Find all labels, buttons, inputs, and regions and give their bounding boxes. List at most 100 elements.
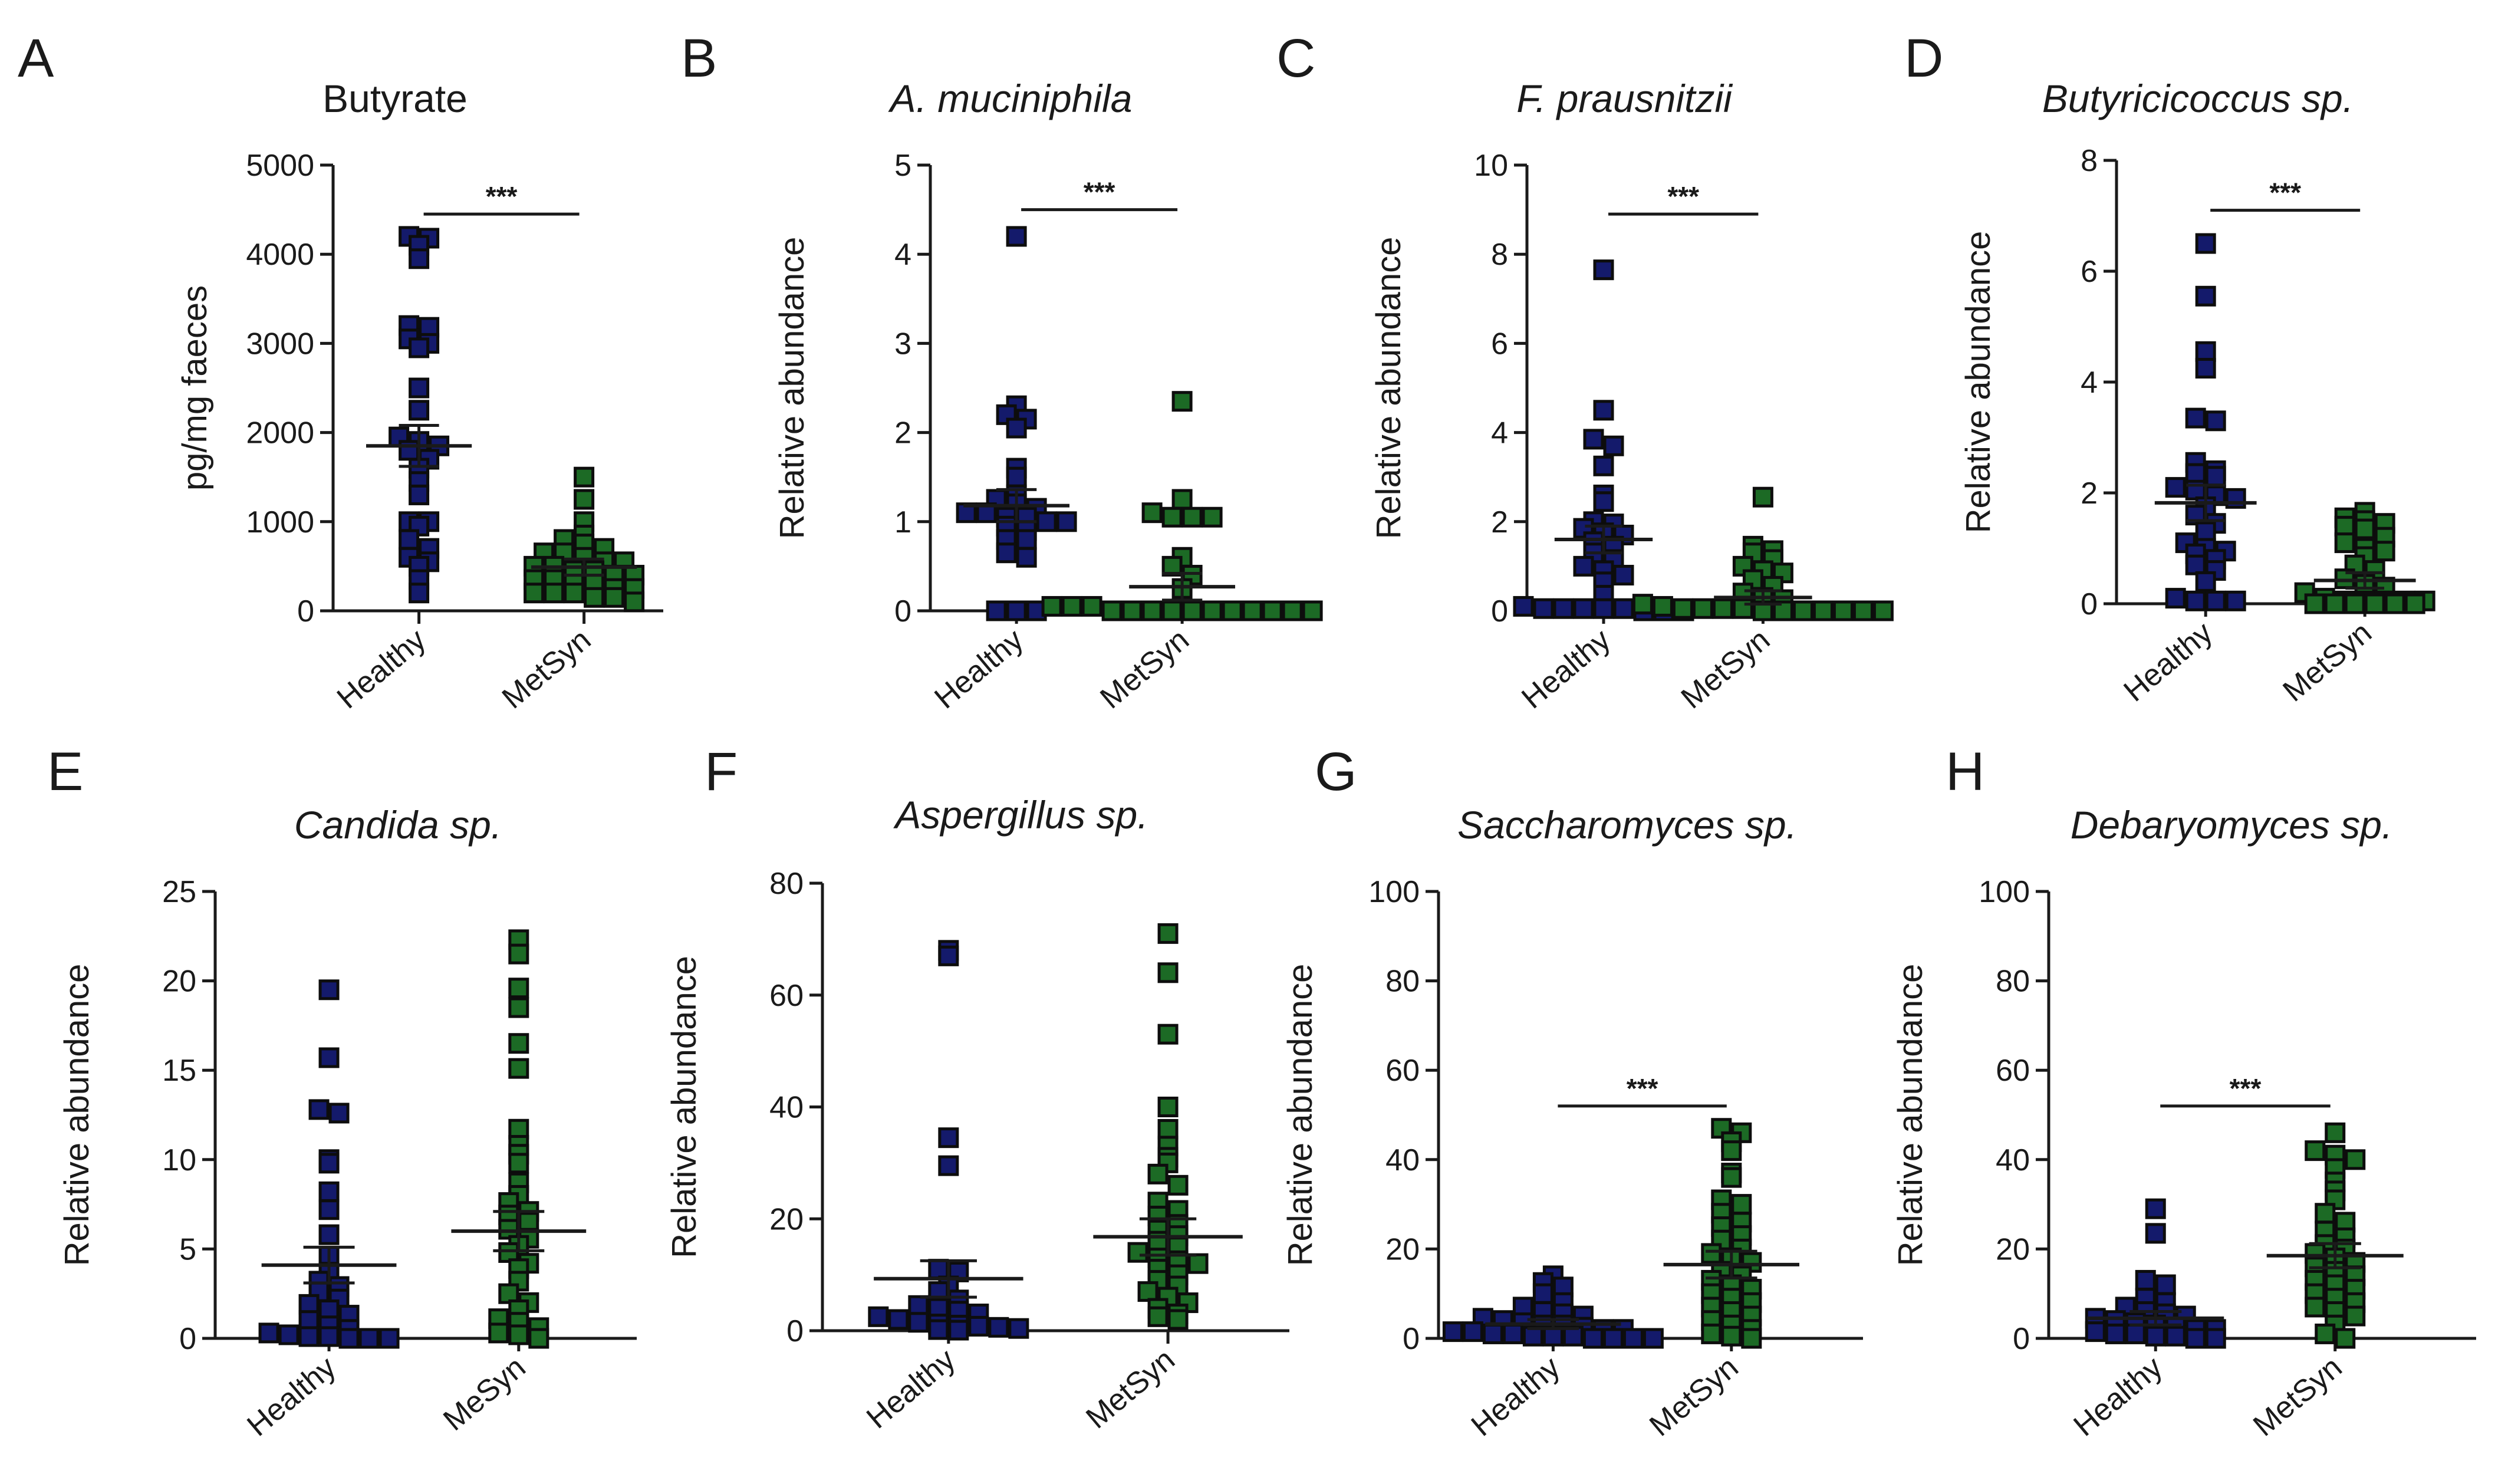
- series-healthy: [2154, 233, 2257, 611]
- data-point: [1852, 600, 1874, 621]
- data-point: [1147, 1163, 1169, 1184]
- data-point: [1583, 429, 1604, 450]
- series-metsyn: [451, 929, 587, 1349]
- data-point: [1701, 1243, 1722, 1264]
- x-tick-label: Healthy: [2118, 616, 2219, 709]
- panel-letter: H: [1946, 742, 1984, 802]
- y-tick-label: 20: [1385, 1232, 1420, 1266]
- data-point: [1157, 923, 1179, 944]
- data-point: [2305, 1297, 2326, 1318]
- data-point: [928, 1259, 949, 1280]
- data-point: [2185, 554, 2206, 575]
- chart-panel-d: D Butyricicoccus sp. Relative abundance 0 2 4…: [1904, 28, 2435, 709]
- data-point: [908, 1295, 929, 1316]
- data-point: [584, 587, 605, 608]
- y-tick-label: 20: [769, 1202, 804, 1236]
- data-point: [2304, 593, 2325, 614]
- data-point: [2185, 590, 2206, 611]
- y-axis-label: Relative abundance: [58, 964, 96, 1266]
- series-healthy: [956, 226, 1077, 621]
- data-point: [1161, 600, 1183, 621]
- chart-title: Saccharomyces sp.: [1457, 803, 1797, 847]
- data-point: [1006, 466, 1027, 488]
- data-point: [1652, 595, 1673, 617]
- data-point: [1242, 600, 1263, 621]
- y-axis-label: pg/mg faeces: [176, 285, 214, 491]
- data-point: [2195, 521, 2216, 542]
- y-tick-label: 0: [2081, 587, 2098, 621]
- y-tick-label: 40: [769, 1091, 804, 1125]
- data-point: [1502, 1323, 1523, 1344]
- y-tick-label: 5: [894, 149, 911, 183]
- data-point: [1482, 1323, 1503, 1344]
- data-point: [2195, 233, 2216, 254]
- data-point: [409, 400, 430, 421]
- y-tick-label: 20: [162, 965, 196, 999]
- y-tick-label: 1: [894, 505, 911, 539]
- y-tick-label: 8: [1491, 238, 1508, 272]
- data-point: [2125, 1323, 2146, 1344]
- data-point: [258, 1322, 279, 1344]
- data-point: [624, 591, 645, 613]
- data-point: [996, 542, 1017, 564]
- data-point: [1016, 529, 1037, 550]
- data-point: [1147, 1306, 1169, 1327]
- data-point: [1533, 598, 1554, 619]
- data-point: [1613, 598, 1634, 619]
- x-tick-label: MetSyn: [1643, 1350, 1745, 1443]
- y-tick-label: 3: [894, 327, 911, 361]
- data-point: [1872, 600, 1894, 621]
- chart-panel-e: E Candida sp. Relative abundance 0 5 10 15 20 25…: [47, 742, 637, 1443]
- x-tick-label: MetSyn: [2277, 616, 2378, 709]
- data-point: [1603, 435, 1624, 456]
- y-tick-label: 1000: [246, 505, 314, 539]
- data-point: [508, 1058, 529, 1079]
- data-point: [2155, 1274, 2176, 1295]
- data-point: [1513, 595, 1534, 617]
- panel-letter: C: [1276, 28, 1315, 88]
- data-point: [508, 943, 529, 965]
- data-point: [2374, 541, 2395, 562]
- chart-panel-h: H Debaryomyces sp. Relative abundance 0 20 40…: [1891, 742, 2476, 1443]
- data-point: [986, 600, 1007, 621]
- y-tick-label: 3000: [246, 327, 314, 361]
- data-point: [1006, 417, 1027, 439]
- x-tick-label: Healthy: [2068, 1350, 2169, 1443]
- x-tick-label: Healthy: [331, 623, 432, 716]
- data-point: [318, 1181, 340, 1202]
- y-tick-label: 4: [2081, 366, 2098, 400]
- data-point: [2205, 466, 2226, 487]
- y-tick-label: 80: [1385, 965, 1420, 999]
- data-point: [2145, 1198, 2166, 1219]
- series-metsyn: [2294, 502, 2435, 614]
- data-point: [1127, 1242, 1148, 1263]
- data-point: [968, 1315, 989, 1337]
- data-point: [2354, 518, 2375, 539]
- data-point: [1593, 491, 1614, 512]
- data-point: [1016, 547, 1037, 568]
- data-point: [1161, 506, 1183, 528]
- significance-label: ***: [486, 181, 518, 212]
- data-point: [1141, 502, 1163, 524]
- data-point: [988, 1317, 1009, 1338]
- data-point: [1721, 1140, 1742, 1161]
- data-point: [1187, 1253, 1209, 1274]
- data-point: [318, 1153, 340, 1174]
- panel-letter: A: [18, 28, 54, 88]
- data-point: [1522, 1325, 1543, 1347]
- significance-label: ***: [2230, 1073, 2262, 1104]
- data-point: [1692, 598, 1713, 619]
- data-point: [508, 1324, 529, 1345]
- data-point: [1181, 506, 1203, 528]
- data-point: [928, 1319, 949, 1340]
- data-point: [1741, 1328, 1762, 1349]
- series-healthy: [1513, 259, 1694, 621]
- chart-panel-f: F Aspergillus sp. Relative abundance 0 20 40 6…: [665, 742, 1289, 1436]
- y-tick-label: 2000: [246, 416, 314, 450]
- data-point: [948, 1320, 969, 1341]
- data-point: [2195, 571, 2216, 592]
- y-tick-label: 80: [769, 867, 804, 901]
- series-healthy: [258, 979, 400, 1349]
- data-point: [2315, 1203, 2336, 1224]
- data-point: [378, 1328, 400, 1349]
